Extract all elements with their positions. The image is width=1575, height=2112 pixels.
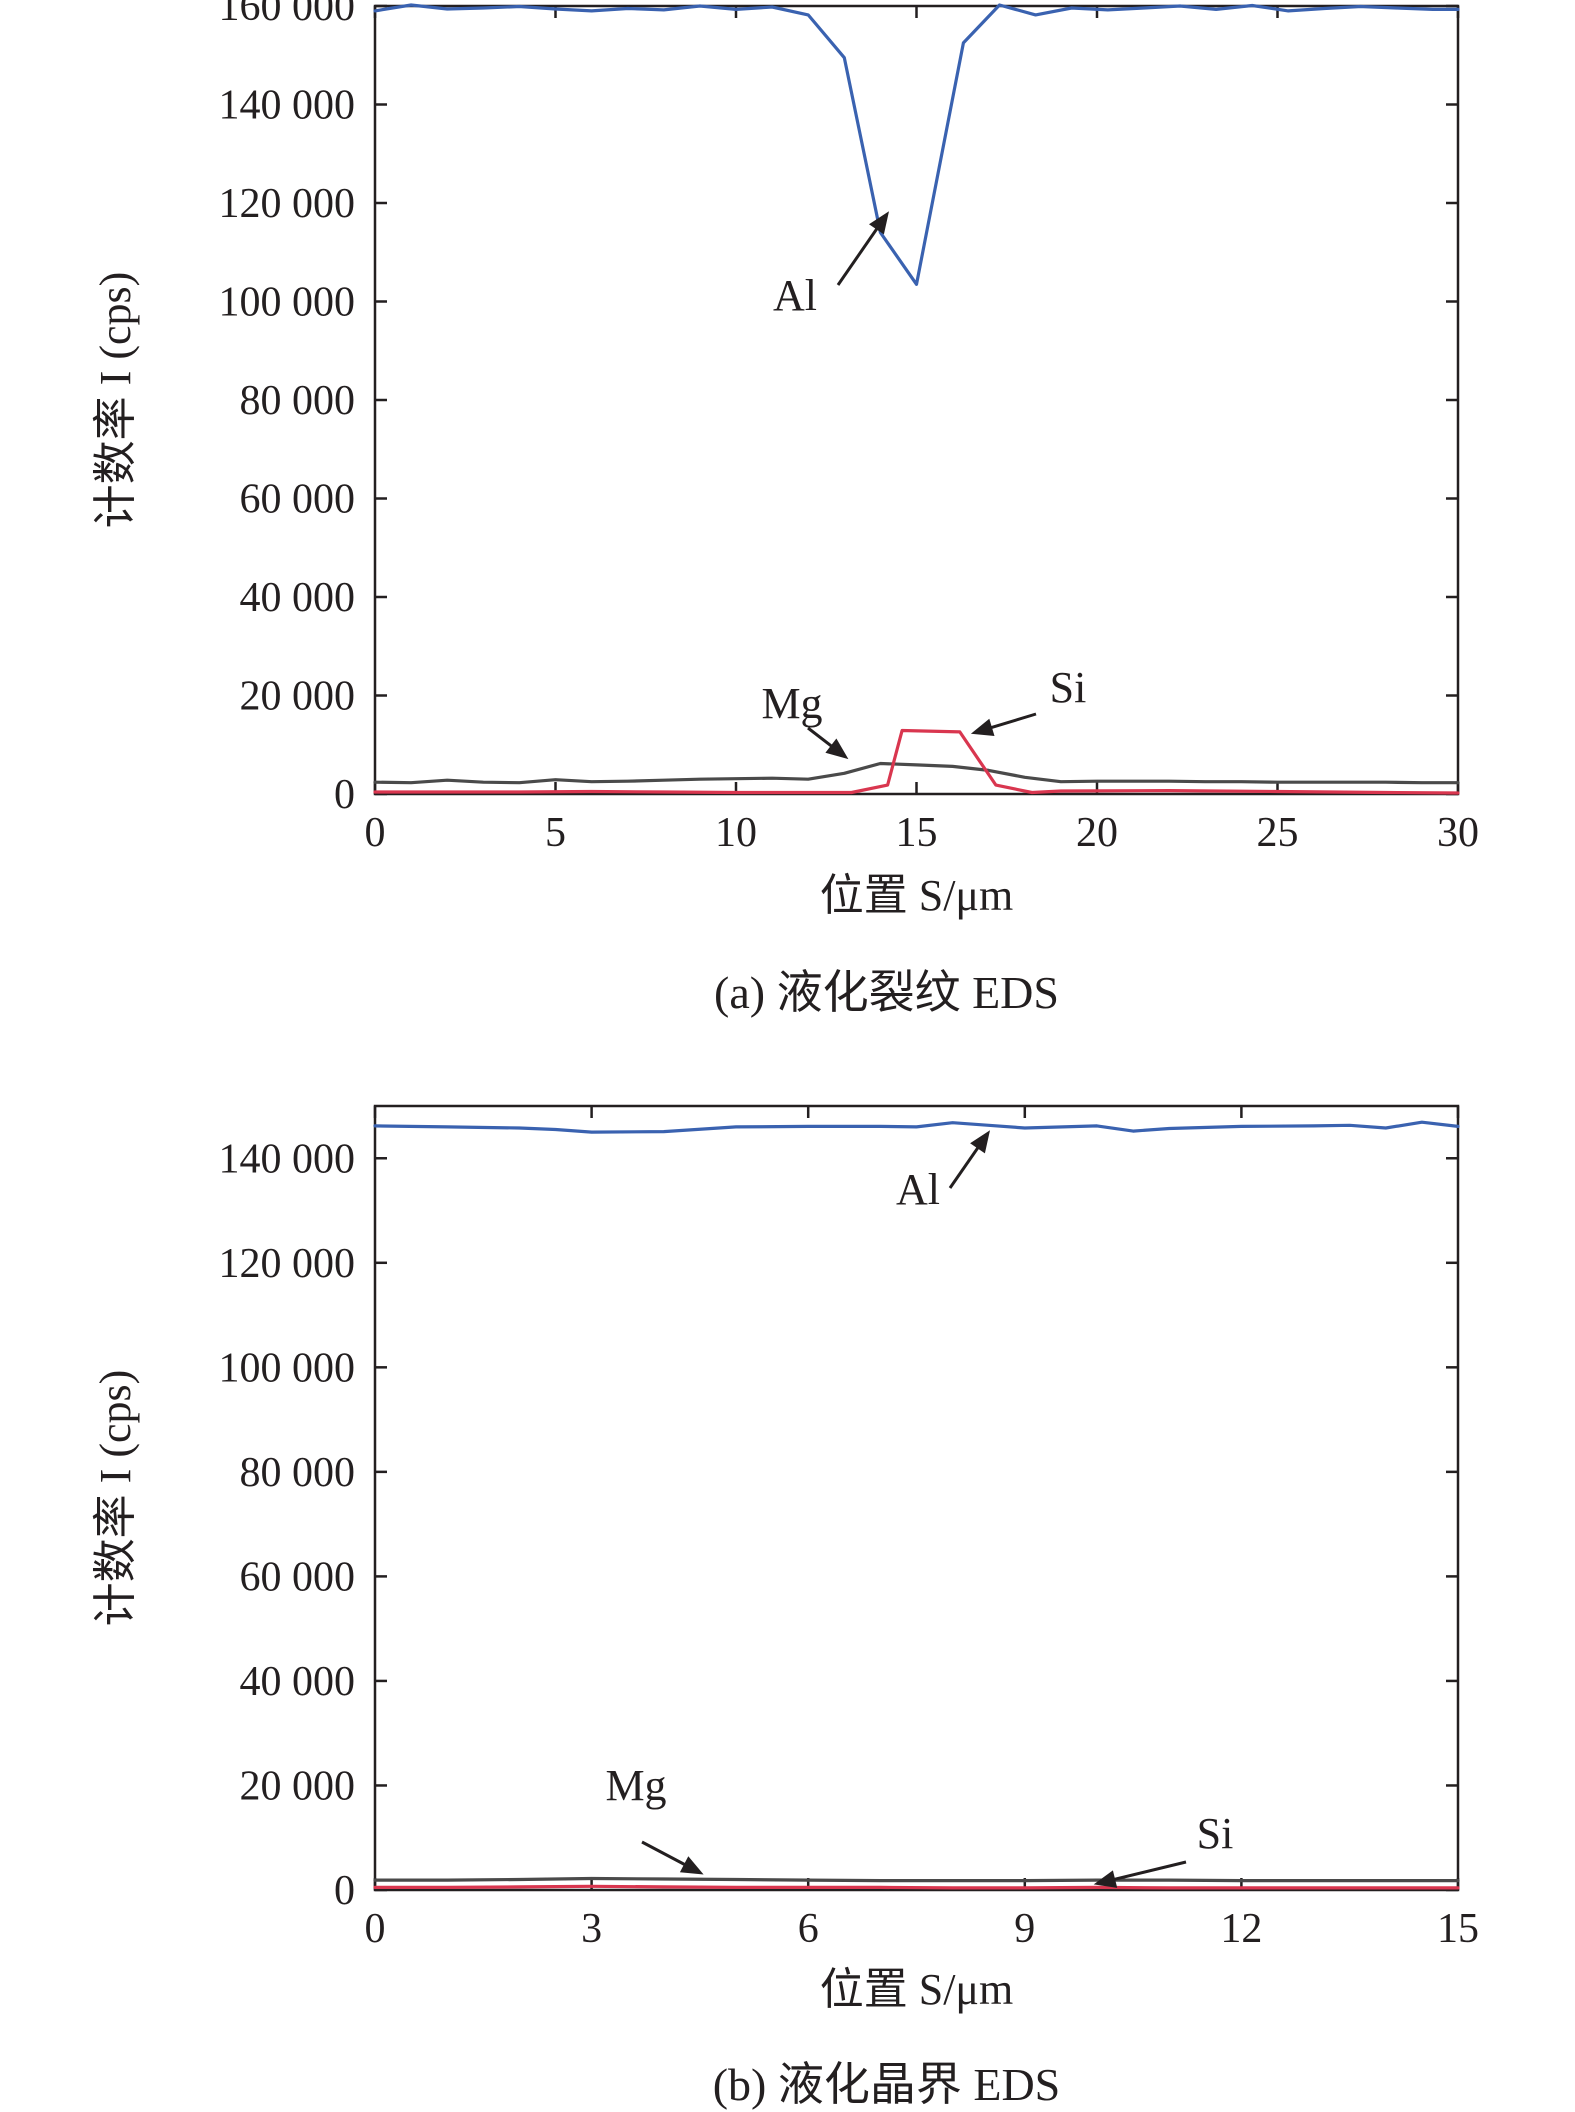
y-tick-label: 120 000: [219, 1241, 356, 1287]
y-tick-label: 140 000: [219, 83, 356, 129]
annotation-si: Si: [1197, 1809, 1234, 1858]
annotation-arrow-line: [641, 1840, 692, 1870]
annotation-arrow-line: [948, 1140, 984, 1189]
x-tick-label: 30: [1437, 810, 1479, 856]
x-tick-label: 5: [545, 810, 566, 856]
y-tick-label: 40 000: [240, 575, 356, 621]
annotation-arrow-head: [825, 738, 849, 760]
x-tick-label: 0: [365, 1906, 386, 1952]
y-tick-label: 40 000: [240, 1659, 356, 1705]
y-tick-label: 60 000: [240, 477, 356, 523]
y-tick-label: 120 000: [219, 181, 356, 227]
chart-a: 0 5 10 15 20 25 30 0 20 000 40 000 60 000 80 000 100…: [91, 0, 1479, 1018]
x-axis-title: 位置 S/μm: [820, 871, 1014, 920]
annotation-arrow-head: [1093, 1870, 1118, 1888]
x-tick-label: 10: [715, 810, 757, 856]
plot-frame: [373, 1104, 1460, 1892]
series-line-si: [373, 728, 1460, 795]
x-tick-label: 6: [798, 1906, 819, 1952]
x-tick-label: 0: [365, 810, 386, 856]
y-axis-title: 计数率 I (cps): [91, 1370, 140, 1627]
annotation-mg: Mg: [605, 1761, 666, 1810]
x-tick-label: 12: [1220, 1906, 1262, 1952]
annotation-arrow-line: [1106, 1860, 1187, 1883]
y-tick-label: 20 000: [240, 1763, 356, 1809]
y-tick-label: 140 000: [219, 1136, 356, 1182]
y-tick-label: 100 000: [219, 1345, 356, 1391]
annotation-arrow-head: [679, 1856, 704, 1875]
series-line-al: [373, 1120, 1460, 1134]
y-tick-label: 20 000: [240, 674, 356, 720]
plot-frame: [373, 4, 1460, 796]
annotation-si: Si: [1050, 663, 1087, 712]
y-tick-label: 0: [334, 1868, 355, 1914]
y-tick-label: 160 000: [219, 0, 356, 30]
x-tick-label: 15: [1437, 1906, 1479, 1952]
x-tick-label: 3: [581, 1906, 602, 1952]
series-line-si: [373, 1884, 1460, 1890]
annotation-mg: Mg: [761, 679, 822, 728]
annotation-arrow-line: [836, 221, 883, 286]
series-line-mg: [373, 1876, 1460, 1883]
y-tick-label: 80 000: [240, 1450, 356, 1496]
x-tick-label: 15: [896, 810, 938, 856]
annotation-al: Al: [773, 271, 817, 320]
annotation-arrow-line: [983, 712, 1037, 732]
annotation-arrow-head: [970, 718, 995, 736]
annotation-arrow-head: [970, 1130, 990, 1154]
y-tick-label: 0: [334, 772, 355, 818]
x-tick-label: 20: [1076, 810, 1118, 856]
x-tick-label: 9: [1014, 1906, 1035, 1952]
chart-caption: (a) 液化裂纹 EDS: [714, 967, 1059, 1018]
chart-caption: (b) 液化晶界 EDS: [713, 2059, 1061, 2110]
annotation-al: Al: [896, 1165, 940, 1214]
y-tick-label: 60 000: [240, 1554, 356, 1600]
x-tick-label: 25: [1257, 810, 1299, 856]
chart-b: 0 3 6 9 12 15 0 20 000 40 000 60 000 80 000 100 000…: [91, 1104, 1479, 2110]
series-line-al: [373, 3, 1460, 286]
x-axis-title: 位置 S/μm: [820, 1965, 1014, 2014]
y-axis-title: 计数率 I (cps): [91, 272, 140, 529]
series-line-mg: [373, 761, 1460, 785]
y-tick-label: 80 000: [240, 378, 356, 424]
annotation-arrow-head: [869, 211, 889, 235]
y-tick-label: 100 000: [219, 280, 356, 326]
